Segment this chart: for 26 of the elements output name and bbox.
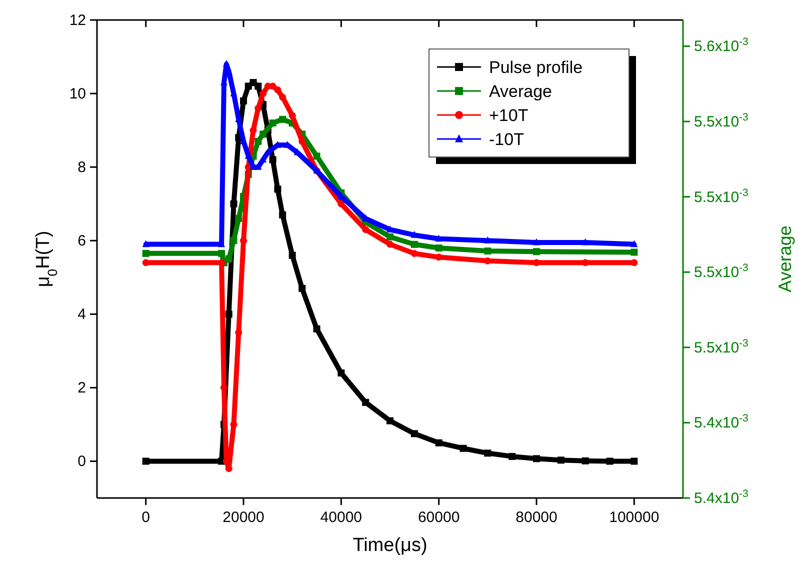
x-tick-label: 60000 bbox=[418, 509, 460, 526]
legend-label: Pulse profile bbox=[489, 58, 583, 77]
y-tick-label: 12 bbox=[69, 12, 86, 29]
y2-tick-label: 5.5x10$^{-3}$ bbox=[694, 337, 749, 356]
x-axis-title: Time(μs) bbox=[352, 535, 428, 556]
legend-label: Average bbox=[489, 82, 552, 101]
y2-axis-title: Average bbox=[775, 226, 795, 292]
legend-label: +10T bbox=[489, 106, 528, 125]
y-tick-label: 6 bbox=[78, 232, 86, 250]
y2-tick-label: 5.5x10$^{-3}$ bbox=[694, 186, 749, 206]
x-tick-label: 80000 bbox=[516, 509, 558, 526]
x-tick-label: 20000 bbox=[222, 509, 264, 526]
y2-tick-label: 5.4x10$^{-3}$ bbox=[694, 412, 749, 432]
x-tick-label: 100000 bbox=[609, 509, 660, 526]
y2-tick-label: 5.5x10$^{-3}$ bbox=[694, 112, 749, 131]
y-tick-label: 2 bbox=[78, 380, 86, 397]
x-tick-label: 40000 bbox=[320, 509, 362, 526]
y2-tick-label: 5.4x10$^{-3}$ bbox=[694, 488, 749, 507]
y-tick-label: 10 bbox=[69, 86, 86, 103]
x-tick-label: 0 bbox=[142, 509, 150, 526]
legend-label: -10T bbox=[489, 130, 524, 149]
y-tick-label: 4 bbox=[78, 306, 86, 324]
y-tick-label: 0 bbox=[78, 453, 86, 470]
y2-tick-label: 5.6x10$^{-3}$ bbox=[694, 36, 749, 56]
y-tick-label: 8 bbox=[78, 159, 86, 176]
y2-tick-label: 5.5x10$^{-3}$ bbox=[694, 262, 749, 282]
